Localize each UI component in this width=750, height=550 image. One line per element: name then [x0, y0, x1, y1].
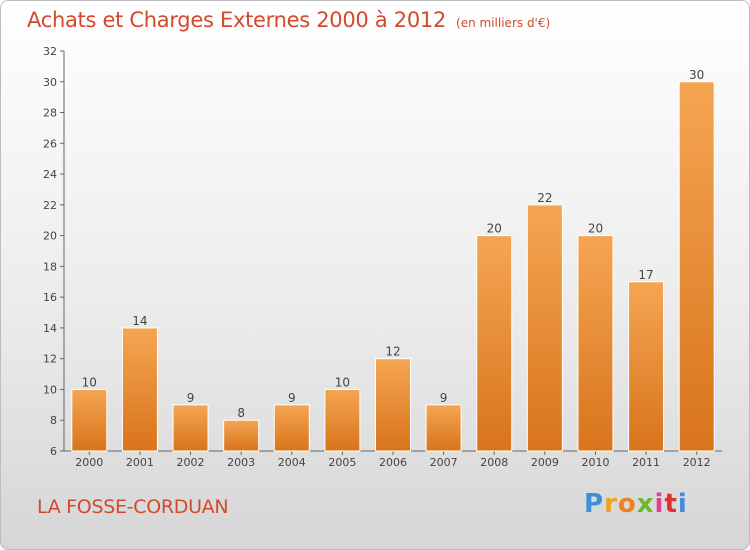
y-tick-label: 8: [50, 414, 57, 427]
bar: [577, 235, 614, 452]
logo-letter: i: [677, 489, 688, 519]
logo-letter: P: [584, 489, 605, 519]
bar: [273, 404, 310, 452]
y-tick-label: 20: [43, 230, 57, 243]
logo-letter: r: [604, 489, 618, 519]
bar-value-label: 12: [385, 345, 400, 359]
x-tick-label: 2007: [430, 456, 458, 469]
chart-title: Achats et Charges Externes 2000 à 2012: [27, 8, 447, 32]
y-tick-label: 14: [43, 322, 57, 335]
x-tick-label: 2011: [632, 456, 660, 469]
bar-value-label: 9: [187, 391, 195, 405]
bar: [476, 235, 513, 452]
logo-letter: t: [664, 489, 678, 519]
proxiti-logo: Proxiti: [584, 489, 688, 519]
x-tick-label: 2012: [683, 456, 711, 469]
bar: [425, 404, 462, 452]
logo-letter: o: [617, 489, 637, 519]
y-tick-label: 32: [43, 45, 57, 58]
bar-value-label: 10: [335, 375, 350, 389]
bar: [121, 327, 158, 452]
y-tick-label: 30: [43, 76, 57, 89]
bar: [71, 388, 108, 452]
y-tick-label: 18: [43, 260, 57, 273]
logo-letter: i: [654, 489, 665, 519]
y-tick-label: 16: [43, 291, 57, 304]
bar-value-label: 20: [588, 222, 603, 236]
x-tick-label: 2009: [531, 456, 559, 469]
y-tick-label: 22: [43, 199, 57, 212]
x-tick-label: 2002: [177, 456, 205, 469]
bar-value-label: 9: [440, 391, 448, 405]
x-tick-label: 2010: [581, 456, 609, 469]
x-tick-label: 2004: [278, 456, 306, 469]
bar-value-label: 22: [537, 191, 552, 205]
bar-value-label: 9: [288, 391, 296, 405]
x-tick-label: 2005: [328, 456, 356, 469]
bar: [375, 358, 411, 452]
chart-title-block: Achats et Charges Externes 2000 à 2012 (e…: [27, 8, 550, 32]
x-tick-label: 2000: [75, 456, 103, 469]
y-tick-label: 26: [43, 137, 57, 150]
bar: [628, 281, 665, 452]
y-tick-label: 12: [43, 353, 57, 366]
bar-value-label: 8: [237, 406, 245, 420]
x-tick-label: 2003: [227, 456, 255, 469]
y-tick-label: 24: [43, 168, 57, 181]
bar: [324, 388, 361, 452]
bar: [223, 419, 260, 452]
bar-value-label: 14: [132, 314, 147, 328]
bar-value-label: 10: [82, 375, 97, 389]
bar-value-label: 20: [487, 222, 502, 236]
x-tick-label: 2008: [480, 456, 508, 469]
x-tick-label: 2001: [126, 456, 154, 469]
y-tick-label: 10: [43, 383, 57, 396]
bar: [678, 81, 715, 452]
commune-name: LA FOSSE-CORDUAN: [37, 496, 229, 518]
bar-value-label: 30: [689, 68, 704, 82]
bar-value-label: 17: [638, 268, 653, 282]
chart-subtitle: (en milliers d'€): [456, 16, 551, 30]
y-tick-label: 28: [43, 107, 57, 120]
x-tick-label: 2006: [379, 456, 407, 469]
bar: [526, 204, 563, 452]
logo-letter: x: [636, 489, 655, 519]
y-tick-label: 6: [50, 445, 57, 458]
bar: [172, 404, 209, 452]
